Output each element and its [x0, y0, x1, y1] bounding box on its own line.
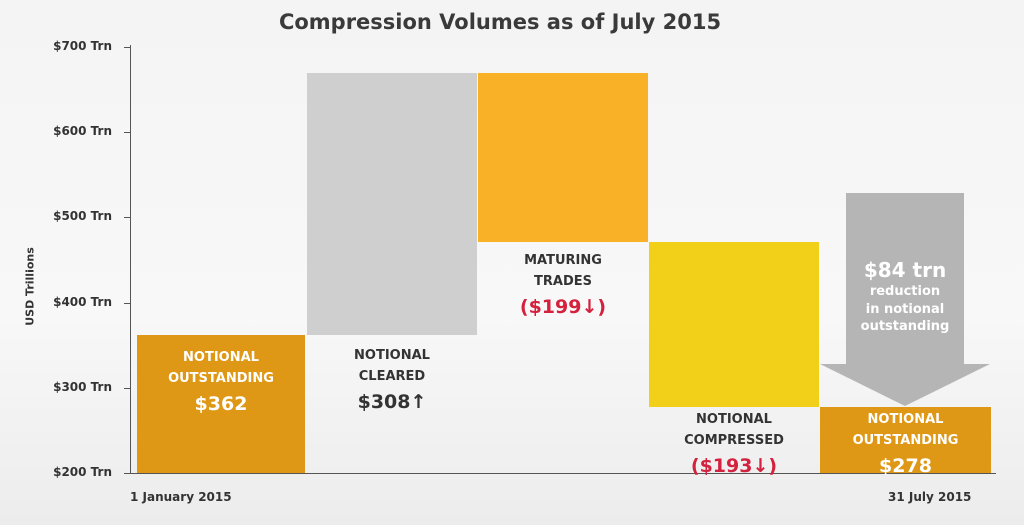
x-start-label: 1 January 2015 — [130, 490, 232, 504]
bar-label: NOTIONAL OUTSTANDING $362 — [137, 347, 305, 416]
bar-label-value: $278 — [879, 454, 932, 477]
annotation-line: reduction — [869, 284, 941, 299]
bar-label-value: ($193↓) — [690, 454, 778, 477]
bar-label: NOTIONAL OUTSTANDING $278 — [820, 409, 991, 478]
y-tick-label: $600 Trn — [53, 124, 112, 139]
y-tick-label: $300 Trn — [53, 379, 112, 394]
bar-label-value: $362 — [194, 392, 248, 415]
annotation-value: $84 trn — [863, 258, 947, 282]
bar-label: NOTIONAL COMPRESSED ($193↓) — [649, 409, 819, 478]
y-axis-line — [130, 45, 131, 474]
bar-label-name: NOTIONAL CLEARED — [354, 347, 430, 384]
waterfall-bar — [649, 242, 819, 407]
waterfall-bar — [820, 406, 991, 473]
bar-label: MATURING TRADES ($199↓) — [478, 250, 648, 319]
y-tick-label: $200 Trn — [53, 465, 112, 479]
chart-title: Compression Volumes as of July 2015 — [278, 10, 722, 34]
y-tick-label: $400 Trn — [53, 294, 112, 309]
y-tick-mark — [124, 387, 130, 389]
y-tick-label: $500 Trn — [53, 209, 112, 224]
y-tick-mark — [124, 473, 130, 474]
waterfall-bar — [137, 334, 305, 473]
annotation-line: in notional — [865, 301, 945, 317]
bar-label-name: NOTIONAL OUTSTANDING — [168, 349, 274, 386]
bar-label-name: MATURING TRADES — [524, 253, 602, 290]
y-tick-mark — [124, 132, 130, 134]
bar-label: NOTIONAL CLEARED $308↑ — [307, 345, 477, 414]
bar-label-value: $308↑ — [357, 390, 427, 413]
annotation-line: outstanding — [860, 319, 950, 335]
y-tick-mark — [124, 47, 130, 48]
bar-label-value: ($199↓) — [519, 296, 607, 319]
y-tick-mark — [124, 217, 130, 219]
bar-label-name: NOTIONAL OUTSTANDING — [852, 411, 959, 448]
y-tick-mark — [124, 302, 130, 304]
y-tick-label: $700 Trn — [53, 39, 112, 53]
reduction-annotation: $84 trn reduction in notional outstanding — [845, 258, 965, 335]
bar-label-name: NOTIONAL COMPRESSED — [684, 411, 784, 448]
x-axis-line — [130, 473, 996, 474]
waterfall-bar — [478, 72, 648, 243]
waterfall-bar — [307, 72, 477, 335]
y-axis-label: USD Trillions — [23, 247, 37, 326]
x-end-label: 31 July 2015 — [888, 490, 972, 504]
